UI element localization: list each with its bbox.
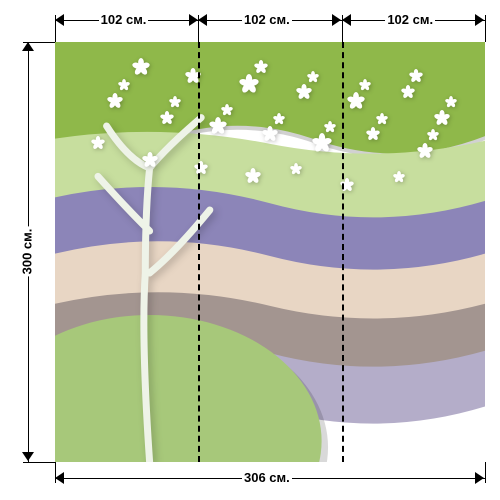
dim-arrowhead — [55, 14, 64, 26]
panel-width-label: 102 см. — [385, 11, 435, 28]
flower-icon — [312, 133, 332, 153]
flower-icon — [393, 170, 405, 182]
flower-icon — [262, 126, 278, 142]
dim-arrowhead — [189, 14, 198, 26]
flower-icon — [169, 95, 181, 107]
total-width-label: 306 см. — [242, 469, 292, 486]
wallpaper-artwork — [55, 42, 485, 462]
flower-icon — [347, 92, 365, 110]
flower-icon — [142, 152, 158, 168]
wallpaper-dimension-diagram: 102 см. 102 см. 102 см. 306 см. 300 см. — [0, 0, 500, 500]
flower-icon — [118, 78, 130, 90]
dim-arrowhead — [55, 472, 64, 484]
dim-tick — [485, 15, 486, 42]
panel-divider — [198, 42, 200, 462]
flower-icon — [245, 168, 261, 184]
dim-tick — [485, 462, 486, 483]
dim-arrowhead — [332, 14, 341, 26]
flower-icon — [307, 70, 319, 82]
flower-icon — [359, 78, 371, 90]
flower-icon — [434, 110, 450, 126]
flower-icon — [445, 95, 457, 107]
flower-icon — [417, 143, 433, 159]
flower-icon — [324, 120, 336, 132]
flower-icon — [290, 162, 302, 174]
panel-divider — [342, 42, 344, 462]
total-height-label: 300 см. — [18, 227, 35, 277]
flower-icon — [273, 112, 285, 124]
flower-icon — [296, 84, 312, 100]
flower-icon — [194, 161, 208, 175]
flower-icon — [221, 103, 233, 115]
panel-width-label: 102 см. — [99, 11, 149, 28]
flower-icon — [427, 128, 439, 140]
flower-icon — [366, 127, 380, 141]
dim-arrowhead — [342, 14, 351, 26]
flower-icon — [91, 136, 105, 150]
flower-icon — [376, 112, 388, 124]
dim-arrowhead — [475, 14, 484, 26]
dim-arrowhead — [475, 472, 484, 484]
flower-icon — [239, 74, 259, 94]
flower-icon — [401, 85, 415, 99]
flower-icon — [409, 69, 423, 83]
flower-icon — [160, 111, 174, 125]
flower-icon — [254, 60, 268, 74]
flower-icon — [132, 58, 150, 76]
dim-arrowhead — [198, 14, 207, 26]
dim-arrowhead — [22, 42, 34, 51]
dim-arrowhead — [22, 452, 34, 461]
panel-width-label: 102 см. — [242, 11, 292, 28]
flower-icon — [107, 93, 123, 109]
flower-icon — [209, 117, 227, 135]
dim-tick — [23, 462, 55, 463]
